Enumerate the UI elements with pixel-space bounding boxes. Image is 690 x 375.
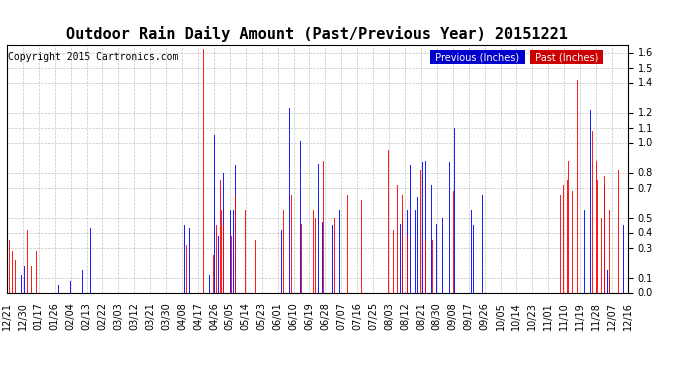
Text: Copyright 2015 Cartronics.com: Copyright 2015 Cartronics.com xyxy=(8,53,179,62)
Text: Previous (Inches): Previous (Inches) xyxy=(432,53,522,62)
Text: Past (Inches): Past (Inches) xyxy=(531,53,601,62)
Title: Outdoor Rain Daily Amount (Past/Previous Year) 20151221: Outdoor Rain Daily Amount (Past/Previous… xyxy=(66,27,569,42)
